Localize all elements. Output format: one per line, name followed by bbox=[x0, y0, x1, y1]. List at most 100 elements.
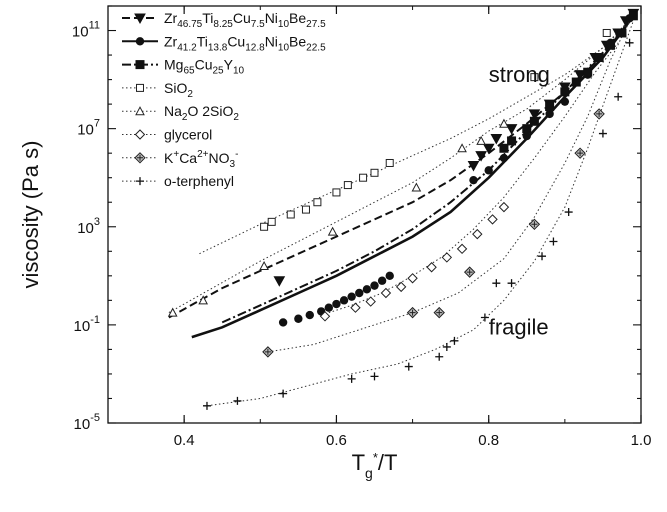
legend-label: glycerol bbox=[164, 127, 212, 143]
point-na2o-5 bbox=[457, 143, 467, 153]
point-zr412-8 bbox=[355, 288, 364, 298]
point-na2o-3 bbox=[327, 226, 338, 236]
point-zr4675-0 bbox=[273, 276, 286, 287]
y-tick-label: 1011 bbox=[72, 20, 100, 41]
point-glycerol-1 bbox=[350, 302, 361, 313]
point-oterphenyl-14 bbox=[564, 208, 573, 217]
point-zr412-5 bbox=[332, 299, 341, 309]
point-zr4675-5 bbox=[505, 124, 518, 135]
legend-item-oterphenyl: o-terphenyl bbox=[122, 173, 234, 189]
point-kcano3-4 bbox=[528, 218, 541, 231]
point-oterphenyl-13 bbox=[549, 237, 558, 246]
point-na2o-4 bbox=[411, 182, 422, 192]
point-mg65-4 bbox=[545, 102, 555, 112]
point-na2o-2 bbox=[259, 260, 269, 271]
legend-marker-zr4675 bbox=[134, 13, 146, 25]
curve-oterphenyl bbox=[206, 20, 634, 407]
point-sio2-8 bbox=[370, 168, 379, 177]
point-oterphenyl-2 bbox=[279, 389, 288, 398]
point-kcano3-2 bbox=[433, 306, 445, 319]
point-zr412-1 bbox=[294, 314, 303, 323]
point-oterphenyl-7 bbox=[442, 342, 451, 351]
legend-marker-oterphenyl bbox=[136, 177, 144, 186]
point-zr412-9 bbox=[362, 285, 372, 294]
point-oterphenyl-6 bbox=[435, 352, 444, 361]
point-zr4675-1 bbox=[467, 160, 480, 172]
point-zr412-12 bbox=[385, 271, 394, 281]
y-tick-label: 103 bbox=[77, 216, 100, 237]
point-glycerol-3 bbox=[380, 287, 392, 299]
point-zr412-16 bbox=[522, 131, 531, 141]
point-kcano3-5 bbox=[574, 147, 586, 159]
legend-label: SiO2 bbox=[164, 80, 193, 100]
point-glycerol-9 bbox=[472, 228, 483, 240]
point-oterphenyl-16 bbox=[614, 92, 623, 101]
curve-glycerol bbox=[321, 42, 619, 316]
point-na2o-1 bbox=[198, 295, 209, 305]
point-oterphenyl-11 bbox=[507, 279, 516, 288]
point-glycerol-5 bbox=[407, 273, 418, 284]
point-zr412-10 bbox=[370, 281, 379, 290]
point-sio2-3 bbox=[301, 205, 310, 214]
axes: 0.4 0.6 0.8 1.0 10-5 10-1 103 107 1011 Tg*/T visco… bbox=[18, 5, 652, 481]
point-sio2-1 bbox=[267, 217, 276, 226]
point-kcano3-3 bbox=[463, 266, 476, 278]
point-mg65-9 bbox=[606, 40, 616, 50]
legend-item-glycerol: glycerol bbox=[122, 127, 212, 143]
legend-item-na2o: Na2O 2SiO2 bbox=[122, 103, 239, 123]
point-zr412-17 bbox=[545, 109, 554, 119]
annotation-fragile: fragile bbox=[489, 315, 549, 340]
y-axis-title: viscosity (Pa s) bbox=[18, 141, 43, 289]
curve-zr4675 bbox=[168, 15, 635, 319]
point-mg65-0 bbox=[499, 143, 509, 153]
point-zr412-6 bbox=[339, 296, 349, 305]
point-glycerol-0 bbox=[319, 311, 331, 322]
legend-marker-mg65 bbox=[135, 60, 145, 70]
point-zr412-14 bbox=[484, 166, 493, 175]
point-sio2-7 bbox=[359, 173, 368, 182]
point-sio2-9 bbox=[385, 158, 394, 167]
point-mg65-1 bbox=[507, 136, 517, 146]
plot-area bbox=[107, 5, 642, 424]
point-zr412-13 bbox=[469, 175, 478, 185]
legend-marker-glycerol bbox=[134, 129, 146, 140]
point-glycerol-6 bbox=[426, 262, 437, 273]
curve-zr412 bbox=[191, 15, 635, 339]
point-zr412-11 bbox=[377, 276, 387, 285]
point-zr412-18 bbox=[560, 97, 570, 106]
y-tick-label: 107 bbox=[77, 118, 100, 139]
point-oterphenyl-0 bbox=[202, 401, 211, 410]
point-oterphenyl-8 bbox=[450, 336, 459, 345]
point-na2o-6 bbox=[476, 135, 486, 145]
legend-marker-kcano3 bbox=[134, 152, 146, 164]
plot-frame bbox=[107, 5, 642, 424]
point-mg65-6 bbox=[571, 77, 581, 87]
point-glycerol-10 bbox=[487, 214, 498, 225]
x-tick-label: 1.0 bbox=[631, 432, 652, 449]
legend-label: o-terphenyl bbox=[164, 173, 234, 189]
point-sio2-5 bbox=[332, 188, 341, 197]
legend-marker-na2o bbox=[135, 106, 145, 116]
series-markers bbox=[167, 8, 640, 410]
point-oterphenyl-9 bbox=[480, 313, 489, 322]
point-glycerol-11 bbox=[498, 201, 510, 213]
legend-item-mg65: Mg65Cu25Y10 bbox=[122, 57, 245, 77]
curve-kcano3 bbox=[267, 13, 634, 353]
point-sio2-2 bbox=[286, 210, 295, 219]
point-mg65-8 bbox=[594, 53, 604, 63]
point-oterphenyl-17 bbox=[625, 38, 634, 47]
point-oterphenyl-3 bbox=[347, 374, 356, 383]
legend-item-sio2: SiO2 bbox=[122, 80, 193, 100]
point-oterphenyl-4 bbox=[370, 372, 379, 381]
point-oterphenyl-1 bbox=[233, 396, 242, 405]
x-tick-label: 0.4 bbox=[174, 432, 195, 449]
legend-label: Mg65Cu25Y10 bbox=[164, 57, 245, 77]
point-oterphenyl-5 bbox=[404, 362, 413, 371]
point-mg65-7 bbox=[583, 67, 593, 77]
point-sio2-10 bbox=[530, 73, 539, 82]
point-glycerol-8 bbox=[456, 243, 468, 255]
legend-item-zr412: Zr41.2Ti13.8Cu12.8Ni10Be22.5 bbox=[122, 33, 326, 53]
annotation-strong: strong bbox=[489, 62, 550, 87]
point-na2o-7 bbox=[499, 118, 509, 128]
